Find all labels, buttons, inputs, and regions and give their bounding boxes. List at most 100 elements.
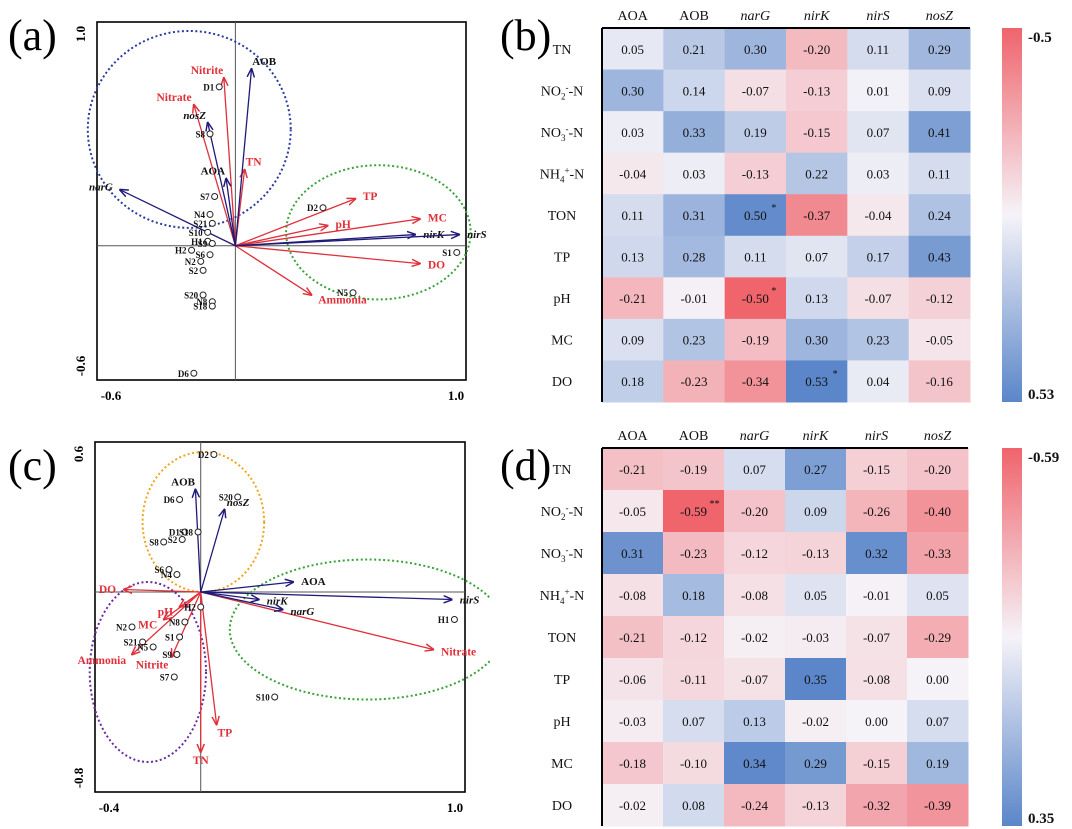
- heatmap-cell: [724, 490, 786, 533]
- heatmap-cell: [907, 742, 969, 785]
- site-label-d2: D2: [198, 450, 209, 460]
- row-header-ph: pH: [553, 715, 570, 730]
- site-label-n4: N4: [161, 570, 172, 580]
- site-point-s6: [165, 566, 173, 573]
- cell-value: 0.22: [805, 166, 828, 181]
- heatmap-cell: [724, 532, 786, 575]
- heatmap-cell: [663, 658, 725, 701]
- panel-label-a: (a): [8, 11, 57, 60]
- rda-biplot-a: -0.6 1.0 1.0 -0.6 Nitrite Nitrate TN TP MC pH DO Am…: [73, 21, 487, 403]
- heatmap-cell: [786, 194, 848, 237]
- heatmap-cell: [847, 277, 910, 320]
- heatmap-cell: [846, 742, 908, 785]
- heatmap-cell: [602, 28, 664, 71]
- cell-value: 0.28: [683, 250, 706, 265]
- env-arrow-ph: [235, 226, 327, 247]
- heatmap-cell: [602, 616, 664, 659]
- site-point-d2: [210, 451, 218, 458]
- site-label-s18: S18: [193, 302, 208, 312]
- site-point-s20: [199, 291, 207, 299]
- heatmap-cell: [724, 448, 786, 491]
- site-point-n2: [197, 257, 205, 265]
- site-label-s9: S9: [198, 239, 208, 249]
- row-header-nh4-n: NH4+-N: [540, 587, 585, 606]
- cell-value: -0.40: [924, 504, 951, 519]
- response-arrow-aoa: [200, 582, 294, 593]
- cell-value: 0.50: [744, 208, 767, 223]
- response-label-aob: AOB: [252, 56, 277, 68]
- cell-value: 0.13: [743, 714, 766, 729]
- cell-value: -0.19: [680, 462, 707, 477]
- cell-value: -0.03: [619, 714, 646, 729]
- site-point-s18: [194, 528, 202, 536]
- site-label-s10: S10: [189, 228, 204, 238]
- significance-mark: *: [833, 369, 838, 380]
- column-header-nirs: nirS: [865, 429, 888, 444]
- cell-value: 0.00: [926, 672, 949, 687]
- heatmap-cell: [602, 318, 664, 361]
- cell-value: -0.13: [803, 83, 830, 98]
- column-header-nirk: nirK: [804, 9, 830, 24]
- heatmap-cell: [663, 152, 726, 195]
- cell-value: 0.09: [621, 333, 644, 348]
- heatmap-cell: [663, 742, 725, 785]
- correlation-heatmap-b: AOA AOB narG nirK nirS nosZ TN 0.05 0.21 0.30 -0.2…: [540, 9, 1055, 403]
- site-label-d6: D6: [178, 369, 189, 379]
- x-tick-max: 1.0: [447, 800, 463, 815]
- cell-value: -0.02: [619, 798, 646, 813]
- heatmap-cell: [724, 277, 787, 320]
- env-arrow-nitrate: [194, 105, 236, 246]
- cell-value: 0.23: [867, 333, 890, 348]
- heatmap-cell: [846, 658, 908, 701]
- cell-value: 0.34: [743, 756, 766, 771]
- cell-value: -0.05: [926, 333, 953, 348]
- heatmap-cell: [785, 448, 847, 491]
- cell-value: 0.41: [928, 125, 951, 140]
- heatmap-cell: [724, 69, 787, 112]
- heatmap-cell: [785, 784, 847, 827]
- heatmap-cell: [847, 318, 910, 361]
- column-header-narg: narG: [741, 9, 771, 24]
- cell-value: -0.21: [619, 462, 646, 477]
- row-header-do: DO: [552, 799, 572, 814]
- heatmap-cell: [908, 318, 971, 361]
- heatmap-cell: [846, 448, 908, 491]
- heatmap-cell: [785, 700, 847, 743]
- heatmap-cell: [724, 28, 787, 71]
- heatmap-cell: [846, 700, 908, 743]
- response-arrow-nirk: [200, 591, 259, 600]
- cell-value: -0.32: [863, 798, 890, 813]
- site-point-h2: [197, 603, 205, 611]
- env-arrow-mc: [235, 219, 420, 247]
- cell-value: -0.11: [680, 672, 707, 687]
- response-arrow-nosz: [208, 123, 237, 246]
- heatmap-cell: [785, 616, 847, 659]
- site-label-d1: D1: [203, 82, 214, 92]
- x-tick-max: 1.0: [448, 388, 464, 403]
- column-header-nosz: nosZ: [924, 429, 951, 444]
- cell-value: -0.12: [741, 546, 768, 561]
- cell-value: 0.32: [865, 546, 888, 561]
- site-label-s6: S6: [195, 250, 205, 260]
- env-label-mc: MC: [138, 619, 157, 631]
- cell-value: -0.06: [619, 672, 647, 687]
- row-header-tn: TN: [553, 463, 572, 478]
- site-point-s21: [139, 638, 147, 646]
- correlation-heatmap-d: AOA AOB narG nirK nirS nosZ TN -0.21 -0.19 0.07 0.…: [540, 429, 1060, 827]
- heatmap-cell: [663, 448, 725, 491]
- cell-value: 0.07: [926, 714, 949, 729]
- heatmap-cell: [663, 532, 725, 575]
- env-label-tn: TN: [193, 755, 210, 767]
- env-label-nitrate: Nitrate: [156, 92, 191, 104]
- colorbar: [1002, 28, 1022, 402]
- x-tick-min: -0.6: [101, 388, 122, 403]
- env-arrow-mc: [164, 591, 202, 620]
- column-header-narg: narG: [740, 429, 770, 444]
- cell-value: -0.07: [741, 672, 769, 687]
- heatmap-cell: [785, 490, 847, 533]
- cell-value: 0.30: [805, 333, 828, 348]
- site-point-s7: [170, 673, 178, 681]
- site-label-n8: N8: [196, 297, 207, 307]
- cell-value: 0.18: [682, 588, 705, 603]
